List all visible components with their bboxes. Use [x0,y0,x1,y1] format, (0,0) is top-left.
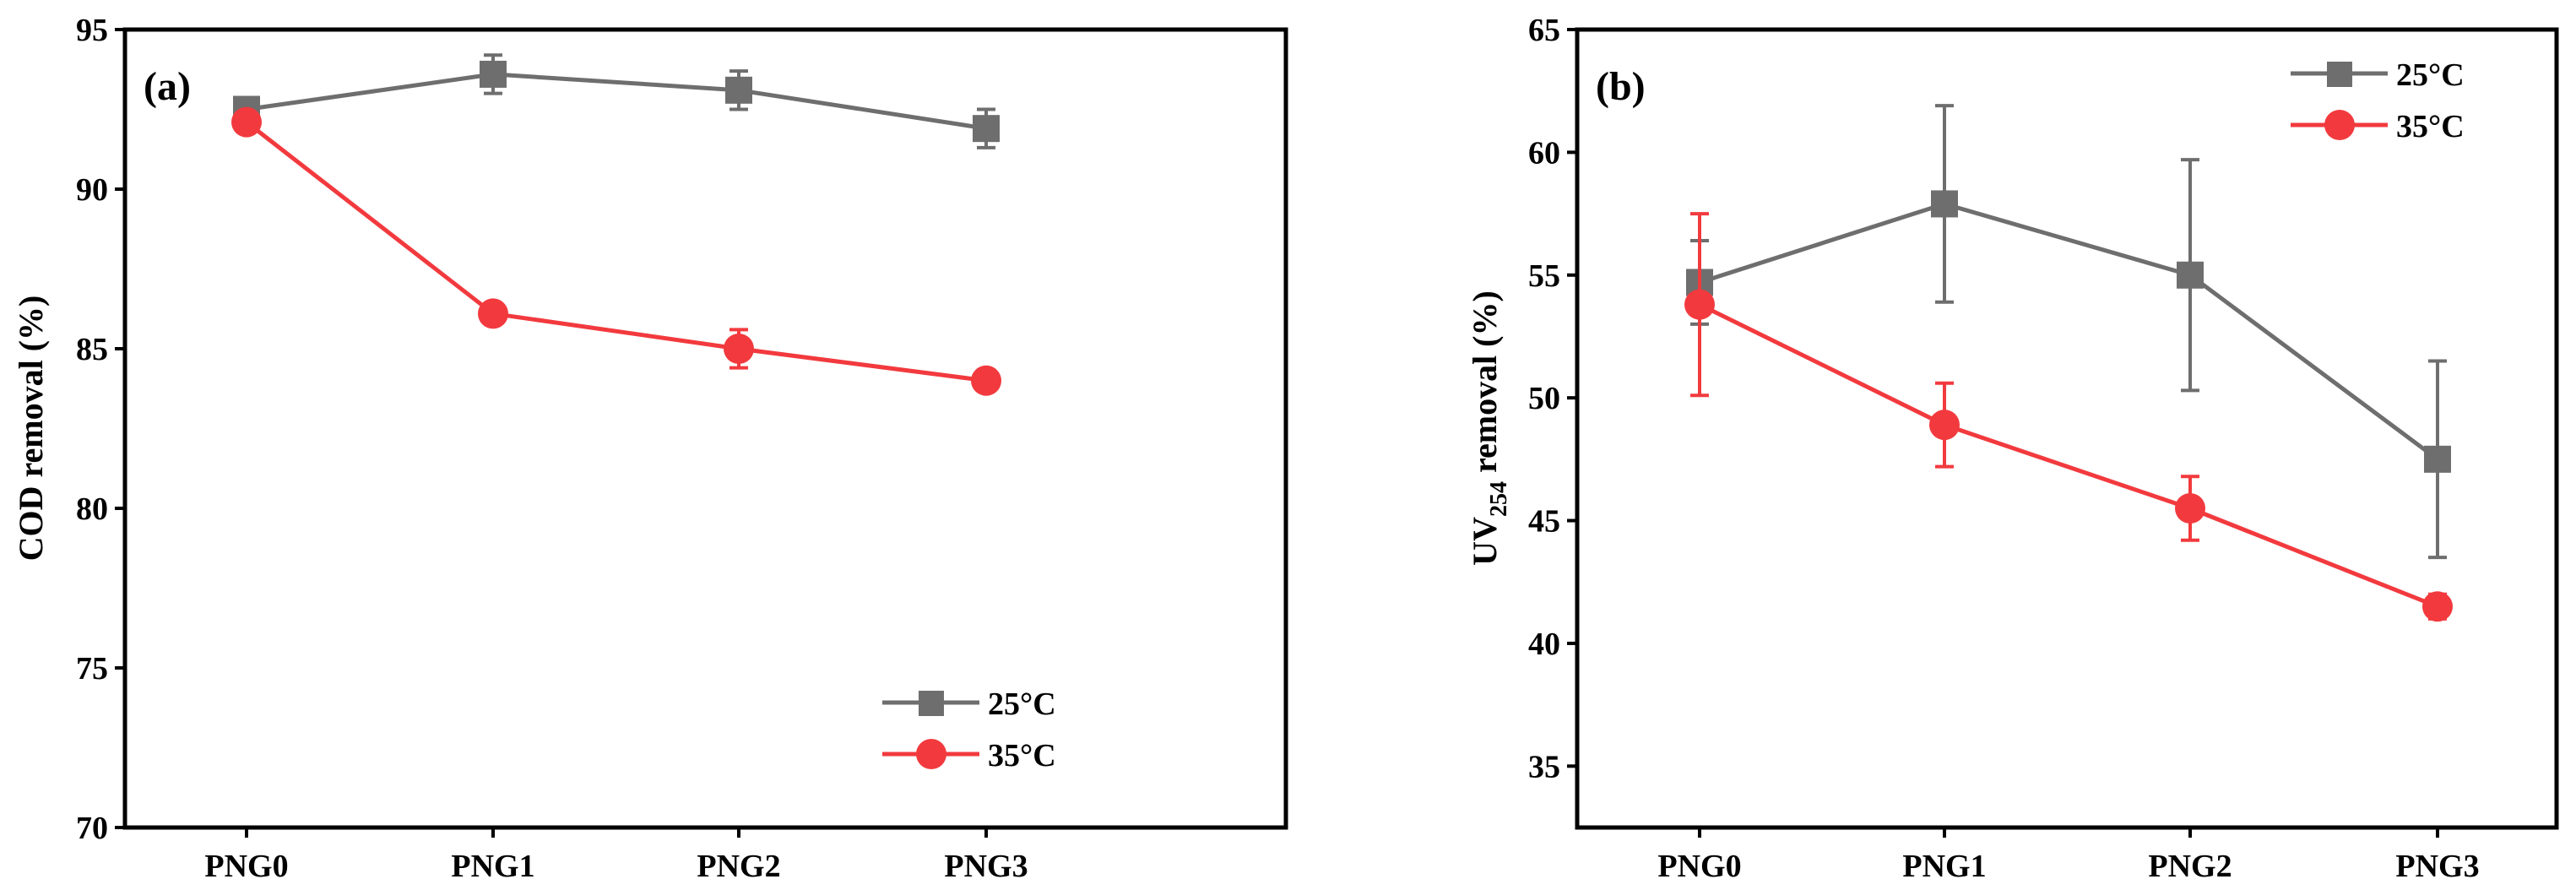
x-tick-label: PNG0 [204,849,288,884]
data-point [2424,445,2451,473]
legend-label-25: 25°C [2396,57,2465,93]
x-tick-label: PNG2 [697,849,780,884]
y-tick-label: 75 [76,651,108,686]
panel-label: (b) [1596,64,1646,109]
data-point [480,60,507,88]
legend-label-35: 35°C [2396,109,2465,144]
data-point [2422,591,2453,622]
legend-marker-circle [2324,110,2355,140]
series-line [246,72,987,131]
data-point [1929,410,1960,441]
y-tick-label: 80 [76,491,108,527]
legend-marker-circle [916,739,946,769]
chart-panel-b: (b) UV254 removal (%) 35 40 45 50 55 60 65 PNG… [1466,13,2559,884]
legend-label-35: 35°C [988,738,1056,773]
legend-marker-square [2327,62,2352,87]
data-point [1931,190,1958,218]
y-tick-label: 55 [1528,258,1560,294]
data-point [724,334,754,364]
y-tick-label: 50 [1528,381,1560,416]
series-layer [231,53,1001,396]
y-tick-label: 70 [76,811,108,846]
y-axis-label: UV254 removal (%) [1466,290,1512,566]
series-layer [1684,104,2453,622]
y-tick-label: 95 [76,13,108,48]
data-point [725,76,752,104]
y-tick-label: 85 [76,332,108,367]
x-tick-label: PNG3 [2395,849,2479,884]
series-25c [1686,104,2451,560]
series-35c [231,106,1001,396]
y-tick-label: 60 [1528,135,1560,171]
y-tick-label: 90 [76,172,108,208]
x-tick-label: PNG1 [451,849,534,884]
series-line [1699,201,2439,461]
y-axis-ticks: 35 40 45 50 55 60 65 [1528,13,1577,784]
plot-frame [1575,27,2559,830]
y-tick-label: 45 [1528,504,1560,540]
x-axis-ticks: PNG0 PNG1 PNG2 PNG3 [204,828,1028,884]
y-axis-label-rest: removal (%) [1466,290,1504,481]
y-tick-label: 40 [1528,627,1560,662]
data-point [1684,289,1715,320]
x-tick-label: PNG3 [944,849,1028,884]
data-point [2177,261,2204,289]
series-line [1698,302,2438,609]
y-axis-label-main: UV [1466,517,1504,566]
legend: 25°C 35°C [882,686,1056,773]
y-tick-label: 35 [1528,749,1560,784]
data-point [478,298,508,329]
plot-frame [122,27,1288,830]
series-line [245,120,987,383]
legend: 25°C 35°C [2291,57,2465,144]
data-point [971,365,1001,396]
data-point [2175,493,2205,524]
x-axis-ticks: PNG0 PNG1 PNG2 PNG3 [1657,828,2480,884]
series-25c [233,53,1000,149]
legend-label-25: 25°C [988,686,1056,722]
data-point [973,115,1000,143]
y-axis-label-sub: 254 [1486,481,1512,517]
x-tick-label: PNG2 [2148,849,2232,884]
legend-marker-square [919,691,944,716]
y-axis-label: COD removal (%) [12,296,50,562]
y-axis-ticks: 70 75 80 85 90 95 [76,13,125,846]
series-35c [1684,212,2453,622]
x-tick-label: PNG1 [1902,849,1986,884]
y-tick-label: 65 [1528,13,1560,48]
panel-label: (a) [144,64,191,109]
data-point [231,106,262,138]
x-tick-label: PNG0 [1657,849,1741,884]
